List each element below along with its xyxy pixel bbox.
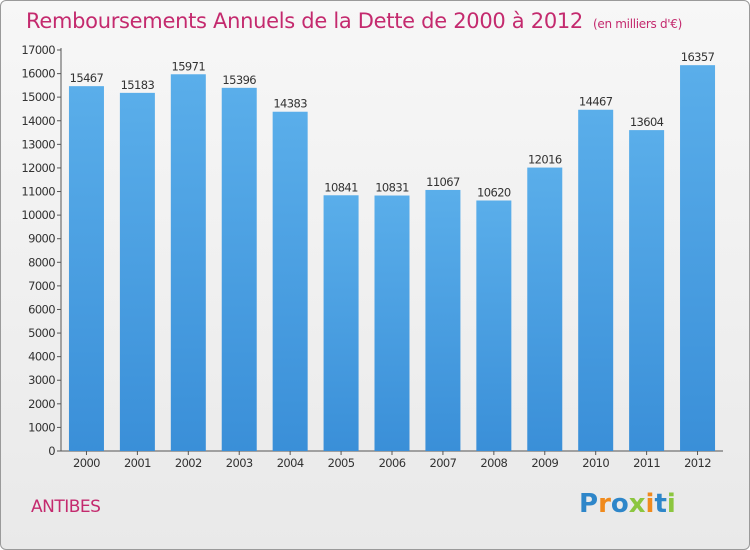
bar — [629, 130, 665, 451]
bar-value-label: 10620 — [477, 185, 511, 199]
x-tick-label: 2009 — [531, 456, 558, 470]
bar — [527, 167, 563, 451]
bar — [170, 74, 206, 452]
bar-value-label: 12016 — [528, 153, 562, 167]
bar — [578, 109, 614, 452]
brand-letter: r — [598, 489, 611, 519]
bar-value-label: 13604 — [630, 115, 664, 129]
y-tick-label: 15000 — [21, 90, 55, 104]
x-tick-label: 2001 — [124, 456, 151, 470]
bar — [425, 189, 461, 451]
bar — [119, 92, 155, 451]
brand-letter: o — [610, 489, 629, 519]
y-tick-label: 12000 — [21, 161, 55, 175]
bar-value-label: 16357 — [681, 50, 715, 64]
brand-letter: i — [645, 489, 655, 519]
x-tick-label: 2003 — [226, 456, 253, 470]
bar-value-label: 14467 — [579, 95, 613, 109]
y-tick-label: 8000 — [28, 255, 55, 269]
bar-value-label: 10831 — [375, 181, 409, 195]
bar — [221, 87, 257, 451]
x-tick-label: 2008 — [480, 456, 507, 470]
bar — [476, 200, 512, 451]
x-tick-label: 2005 — [328, 456, 355, 470]
y-tick-label: 16000 — [21, 67, 55, 81]
y-tick-label: 4000 — [28, 350, 55, 364]
chart-title: Remboursements Annuels de la Dette de 20… — [26, 9, 682, 33]
y-tick-label: 11000 — [21, 185, 55, 199]
brand-letter: P — [579, 489, 599, 519]
bar — [323, 195, 359, 451]
brand-letter: x — [628, 489, 646, 519]
bar-value-label: 11067 — [426, 175, 460, 189]
brand-letter: i — [666, 489, 676, 519]
y-tick-label: 0 — [48, 444, 55, 458]
bar — [272, 111, 308, 452]
y-tick-label: 17000 — [21, 43, 55, 57]
city-name: ANTIBES — [31, 497, 101, 517]
bar-value-label: 14383 — [273, 97, 307, 111]
bar — [680, 65, 716, 451]
brand-letter: t — [654, 489, 667, 519]
axes: 0 1000 2000 3000 4000 5000 6000 7000 8000 9000 100… — [21, 43, 723, 470]
x-tick-label: 2002 — [175, 456, 202, 470]
bars: 15467 15183 15971 15396 14383 10841 10831 11067… — [68, 50, 716, 452]
x-tick-label: 2007 — [429, 456, 456, 470]
y-tick-label: 7000 — [28, 279, 55, 293]
y-tick-label: 13000 — [21, 137, 55, 151]
bar-value-label: 10841 — [324, 180, 358, 194]
x-tick-label: 2011 — [633, 456, 660, 470]
brand-logo: Proxiti — [579, 489, 676, 519]
y-tick-label: 10000 — [21, 208, 55, 222]
x-tick-label: 2000 — [73, 456, 100, 470]
chart-title-text: Remboursements Annuels de la Dette de 20… — [26, 9, 583, 33]
x-tick-label: 2012 — [684, 456, 711, 470]
x-tick-label: 2006 — [379, 456, 406, 470]
y-tick-label: 6000 — [28, 302, 55, 316]
y-tick-label: 3000 — [28, 373, 55, 387]
y-tick-label: 1000 — [28, 420, 55, 434]
x-tick-label: 2010 — [582, 456, 609, 470]
bar — [374, 195, 410, 451]
bar-value-label: 15396 — [222, 73, 256, 87]
y-tick-label: 9000 — [28, 232, 55, 246]
y-tick-label: 14000 — [21, 114, 55, 128]
bar-value-label: 15971 — [172, 59, 206, 73]
bar-value-label: 15183 — [121, 78, 155, 92]
y-tick-label: 5000 — [28, 326, 55, 340]
chart-unit: (en milliers d'€) — [593, 17, 683, 31]
y-tick-label: 2000 — [28, 397, 55, 411]
bar-value-label: 15467 — [70, 71, 104, 85]
x-tick-label: 2004 — [277, 456, 304, 470]
bar — [68, 86, 104, 451]
